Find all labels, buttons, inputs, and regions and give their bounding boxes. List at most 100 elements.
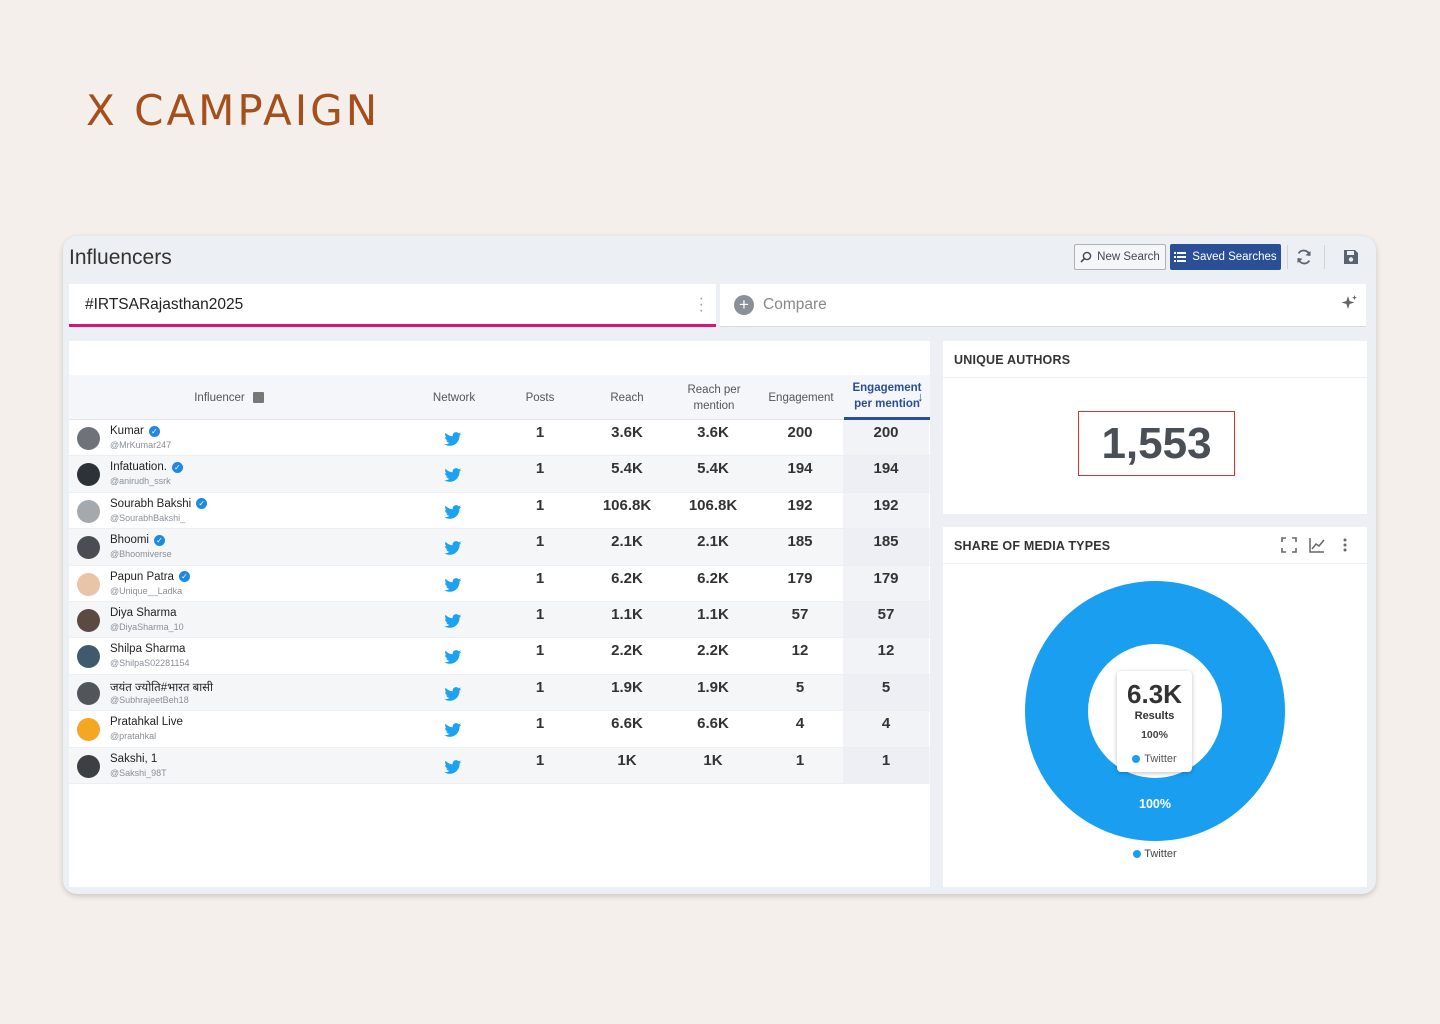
table-row[interactable]: Bhoomi ✓ @Bhoomiverse 1 2.1K 2.1K 185 185 xyxy=(69,529,930,566)
table-row[interactable]: Kumar ✓ @MrKumar247 1 3.6K 3.6K 200 200 xyxy=(69,420,930,457)
sorted-column-highlight xyxy=(843,529,929,565)
cell-posts: 1 xyxy=(535,460,545,478)
influencer-name[interactable]: Infatuation. ✓ xyxy=(110,461,183,473)
twitter-icon xyxy=(444,504,462,519)
chart-legend[interactable]: Twitter xyxy=(943,848,1367,860)
export-icon[interactable] xyxy=(252,392,264,403)
table-row[interactable]: जयंत ज्योति#भारत बासी @SubhrajeetBeh18 1 1.… xyxy=(69,674,930,712)
column-header-network[interactable]: Network xyxy=(432,391,476,404)
cell-engagement-per-mention: 185 xyxy=(873,533,899,551)
column-header-engagement-per-mention[interactable]: Engagement per mention xyxy=(844,375,930,420)
influencer-name[interactable]: Pratahkal Live xyxy=(110,716,183,729)
new-search-button[interactable]: New Search xyxy=(1074,244,1166,270)
avatar[interactable] xyxy=(77,463,100,487)
donut-slice-twitter[interactable] xyxy=(1025,581,1285,841)
cell-reach-per-mention: 106.8K xyxy=(688,496,738,514)
cell-reach: 1.9K xyxy=(611,678,643,696)
column-header-influencer[interactable]: Influencer xyxy=(164,375,294,420)
avatar[interactable] xyxy=(77,572,100,596)
compare-field[interactable]: + Compare xyxy=(720,284,1366,327)
plus-icon[interactable]: + xyxy=(734,295,754,315)
column-header-posts[interactable]: Posts xyxy=(525,391,555,404)
verified-icon: ✓ xyxy=(148,425,160,437)
cell-posts: 1 xyxy=(535,678,545,696)
sparkle-icon[interactable] xyxy=(1340,294,1358,312)
twitter-icon xyxy=(444,686,462,701)
avatar[interactable] xyxy=(77,718,100,742)
cell-reach-per-mention: 2.2K xyxy=(697,642,729,660)
slice-label: 100% xyxy=(1139,797,1171,811)
influencer-name[interactable]: जयंत ज्योति#भारत बासी xyxy=(110,681,213,694)
cell-posts: 1 xyxy=(535,751,545,769)
line-chart-icon[interactable] xyxy=(1309,537,1325,553)
avatar[interactable] xyxy=(77,754,100,778)
sorted-column-highlight xyxy=(843,420,929,456)
unique-authors-card: UNIQUE AUTHORS 1,553 xyxy=(943,341,1367,514)
column-header-engagement[interactable]: Engagement xyxy=(768,391,834,404)
cell-engagement: 12 xyxy=(791,642,809,660)
table-row[interactable]: Papun Patra ✓ @Unique__Ladka 1 6.2K 6.2K 179 17… xyxy=(69,565,930,602)
column-header-reach[interactable]: Reach xyxy=(610,391,644,404)
table-row[interactable]: Shilpa Sharma @ShilpaS02281154 1 2.2K 2.2K 12… xyxy=(69,638,930,675)
legend-label: Twitter xyxy=(1144,848,1177,860)
cell-engagement: 5 xyxy=(795,678,805,696)
sort-down-icon[interactable]: ↓ xyxy=(917,389,924,404)
influencer-name[interactable]: Sakshi, 1 xyxy=(110,752,158,765)
saved-searches-label: Saved Searches xyxy=(1192,251,1277,263)
cell-engagement-per-mention: 194 xyxy=(873,460,899,478)
sorted-column-highlight xyxy=(843,601,929,638)
table-row[interactable]: Sakshi, 1 @Sakshi_98T 1 1K 1K 1 1 xyxy=(69,747,930,784)
table-row[interactable]: Pratahkal Live @pratahkal 1 6.6K 6.6K 4 4 xyxy=(69,711,930,748)
table-row[interactable]: Sourabh Bakshi ✓ @SourabhBakshi_ 1 106.8K 106… xyxy=(69,492,930,530)
table-row[interactable]: Infatuation. ✓ @anirudh_ssrk 1 5.4K 5.4K 194 19… xyxy=(69,456,930,493)
media-types-card: SHARE OF MEDIA TYPES 6.3K Results 100% T… xyxy=(943,527,1367,887)
column-header-reach-per-mention[interactable]: Reach per mention xyxy=(687,383,741,412)
avatar[interactable] xyxy=(77,536,100,560)
refresh-icon[interactable] xyxy=(1294,247,1314,267)
sorted-column-highlight xyxy=(843,565,929,601)
table-row[interactable]: Diya Sharma @DiyaSharma_10 1 1.1K 1.1K 57 57 xyxy=(69,601,930,639)
cell-engagement: 179 xyxy=(787,569,813,587)
influencers-panel: Influencers New Search Saved Searches #I… xyxy=(63,236,1376,894)
influencer-name[interactable]: Bhoomi ✓ xyxy=(110,534,165,546)
more-vertical-icon[interactable] xyxy=(1337,537,1353,553)
cell-posts: 1 xyxy=(535,569,545,587)
query-menu-icon[interactable]: · · · xyxy=(698,290,704,319)
cell-reach: 1.1K xyxy=(611,605,643,623)
cell-reach-per-mention: 6.2K xyxy=(697,569,729,587)
influencer-name[interactable]: Diya Sharma xyxy=(110,606,177,619)
avatar[interactable] xyxy=(77,427,100,450)
panel-title: Influencers xyxy=(69,246,172,269)
influencer-handle: @anirudh_ssrk xyxy=(110,476,171,487)
influencer-name[interactable]: Shilpa Sharma xyxy=(110,643,186,656)
avatar[interactable] xyxy=(77,681,100,705)
influencer-name[interactable]: Sourabh Bakshi ✓ xyxy=(110,498,208,510)
twitter-icon xyxy=(444,759,462,774)
twitter-icon xyxy=(444,577,462,592)
influencer-handle: @ShilpaS02281154 xyxy=(110,658,190,669)
query-tab[interactable]: #IRTSARajasthan2025 · · · xyxy=(69,284,716,327)
saved-searches-button[interactable]: Saved Searches xyxy=(1170,244,1281,270)
cell-reach: 6.2K xyxy=(611,569,643,587)
sorted-column-highlight xyxy=(843,711,929,747)
cell-reach-per-mention: 1.1K xyxy=(697,605,729,623)
cell-engagement: 57 xyxy=(791,605,809,623)
new-search-label: New Search xyxy=(1097,251,1160,263)
avatar[interactable] xyxy=(77,499,100,523)
toolbar-divider xyxy=(1324,245,1325,269)
expand-icon[interactable] xyxy=(1281,537,1297,553)
query-text: #IRTSARajasthan2025 xyxy=(85,296,244,313)
avatar[interactable] xyxy=(77,645,100,669)
cell-engagement: 4 xyxy=(795,715,805,733)
cell-reach: 2.1K xyxy=(611,533,643,551)
influencer-name[interactable]: Kumar ✓ xyxy=(110,425,160,437)
save-icon[interactable] xyxy=(1341,247,1361,267)
influencer-name[interactable]: Papun Patra ✓ xyxy=(110,571,190,583)
cell-reach-per-mention: 1K xyxy=(703,751,723,769)
influencer-handle: @Sakshi_98T xyxy=(110,767,167,778)
influencers-table: Influencer Network Posts Reach Reach per… xyxy=(69,341,930,887)
cell-reach: 1K xyxy=(617,751,637,769)
verified-icon: ✓ xyxy=(171,461,183,473)
compare-placeholder: Compare xyxy=(763,296,827,313)
avatar[interactable] xyxy=(77,608,100,632)
